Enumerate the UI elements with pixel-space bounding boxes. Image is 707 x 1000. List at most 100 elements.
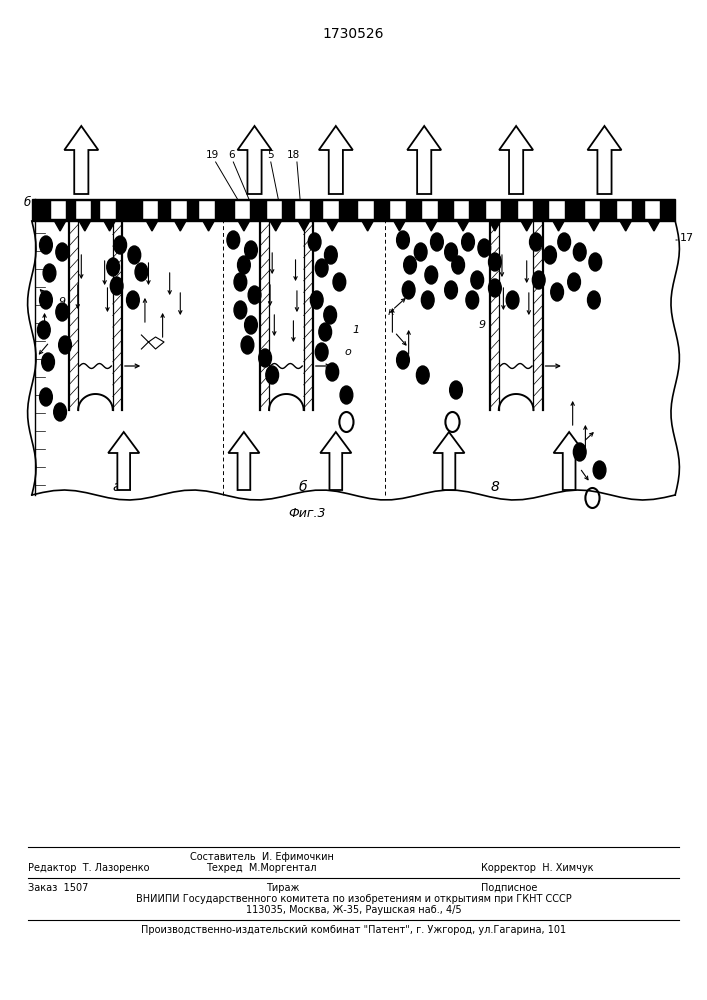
Text: 6: 6	[228, 150, 235, 160]
Polygon shape	[521, 221, 532, 231]
Polygon shape	[433, 432, 464, 490]
Polygon shape	[554, 432, 585, 490]
Polygon shape	[489, 221, 501, 231]
Bar	[422, 201, 438, 219]
Bar	[486, 201, 501, 219]
Circle shape	[319, 323, 332, 341]
Circle shape	[40, 236, 52, 254]
Polygon shape	[588, 126, 621, 194]
Text: Подписное: Подписное	[481, 883, 537, 893]
Polygon shape	[320, 432, 351, 490]
Bar	[171, 201, 187, 219]
Polygon shape	[457, 221, 469, 231]
Circle shape	[266, 366, 279, 384]
Polygon shape	[64, 126, 98, 194]
Circle shape	[234, 273, 247, 291]
Text: Корректор  Н. Химчук: Корректор Н. Химчук	[481, 863, 593, 873]
Bar	[518, 201, 533, 219]
Circle shape	[466, 291, 479, 309]
Circle shape	[506, 291, 519, 309]
Text: 1: 1	[352, 325, 359, 335]
Circle shape	[42, 353, 54, 371]
Polygon shape	[104, 221, 115, 231]
Circle shape	[315, 343, 328, 361]
Circle shape	[573, 443, 586, 461]
Circle shape	[40, 291, 52, 309]
Circle shape	[110, 277, 123, 295]
Circle shape	[471, 271, 484, 289]
Circle shape	[248, 286, 261, 304]
Text: 1730526: 1730526	[323, 27, 384, 41]
Text: 113035, Москва, Ж-35, Раушская наб., 4/5: 113035, Москва, Ж-35, Раушская наб., 4/5	[246, 905, 461, 915]
Circle shape	[397, 351, 409, 369]
Bar	[235, 201, 250, 219]
Circle shape	[315, 259, 328, 277]
Circle shape	[532, 271, 545, 289]
Circle shape	[127, 291, 139, 309]
Polygon shape	[270, 221, 281, 231]
Text: 9: 9	[59, 297, 66, 307]
Polygon shape	[327, 221, 338, 231]
Circle shape	[241, 336, 254, 354]
Bar	[267, 201, 282, 219]
Circle shape	[425, 266, 438, 284]
Circle shape	[324, 306, 337, 324]
Circle shape	[37, 321, 50, 339]
Polygon shape	[407, 126, 441, 194]
Bar	[617, 201, 632, 219]
Circle shape	[128, 246, 141, 264]
Circle shape	[551, 283, 563, 301]
Circle shape	[308, 233, 321, 251]
Circle shape	[56, 303, 69, 321]
Circle shape	[452, 256, 464, 274]
Circle shape	[227, 231, 240, 249]
Text: Фиг.3: Фиг.3	[288, 507, 327, 520]
Polygon shape	[146, 221, 158, 231]
Circle shape	[43, 264, 56, 282]
Polygon shape	[362, 221, 373, 231]
Text: б: б	[298, 480, 307, 494]
Bar	[323, 201, 339, 219]
Circle shape	[414, 243, 427, 261]
Circle shape	[489, 253, 501, 271]
Circle shape	[573, 243, 586, 261]
Circle shape	[431, 233, 443, 251]
Text: ВНИИПИ Государственного комитета по изобретениям и открытиям при ГКНТ СССР: ВНИИПИ Государственного комитета по изоб…	[136, 894, 571, 904]
Bar	[454, 201, 469, 219]
Bar	[358, 201, 374, 219]
Circle shape	[54, 403, 66, 421]
Polygon shape	[228, 432, 259, 490]
Text: Техред  М.Моргентал: Техред М.Моргентал	[206, 863, 317, 873]
Polygon shape	[54, 221, 66, 231]
Circle shape	[558, 233, 571, 251]
Circle shape	[421, 291, 434, 309]
Bar	[295, 201, 310, 219]
Bar	[100, 201, 116, 219]
Polygon shape	[319, 126, 353, 194]
Polygon shape	[298, 221, 310, 231]
Circle shape	[416, 366, 429, 384]
Circle shape	[445, 281, 457, 299]
Polygon shape	[648, 221, 660, 231]
Circle shape	[326, 363, 339, 381]
Circle shape	[478, 239, 491, 257]
Text: Редактор  Т. Лазоренко: Редактор Т. Лазоренко	[28, 863, 150, 873]
Polygon shape	[108, 432, 139, 490]
Circle shape	[333, 273, 346, 291]
Text: о: о	[344, 347, 351, 357]
Circle shape	[56, 243, 69, 261]
Circle shape	[107, 258, 119, 276]
Circle shape	[397, 231, 409, 249]
Circle shape	[445, 243, 457, 261]
Text: Составитель  И. Ефимочкин: Составитель И. Ефимочкин	[189, 852, 334, 862]
Circle shape	[114, 236, 127, 254]
Text: 8: 8	[491, 480, 499, 494]
Circle shape	[245, 241, 257, 259]
Text: 9: 9	[479, 320, 486, 330]
Circle shape	[340, 386, 353, 404]
Circle shape	[40, 388, 52, 406]
Circle shape	[59, 336, 71, 354]
Bar	[51, 201, 66, 219]
Circle shape	[135, 263, 148, 281]
Circle shape	[450, 381, 462, 399]
